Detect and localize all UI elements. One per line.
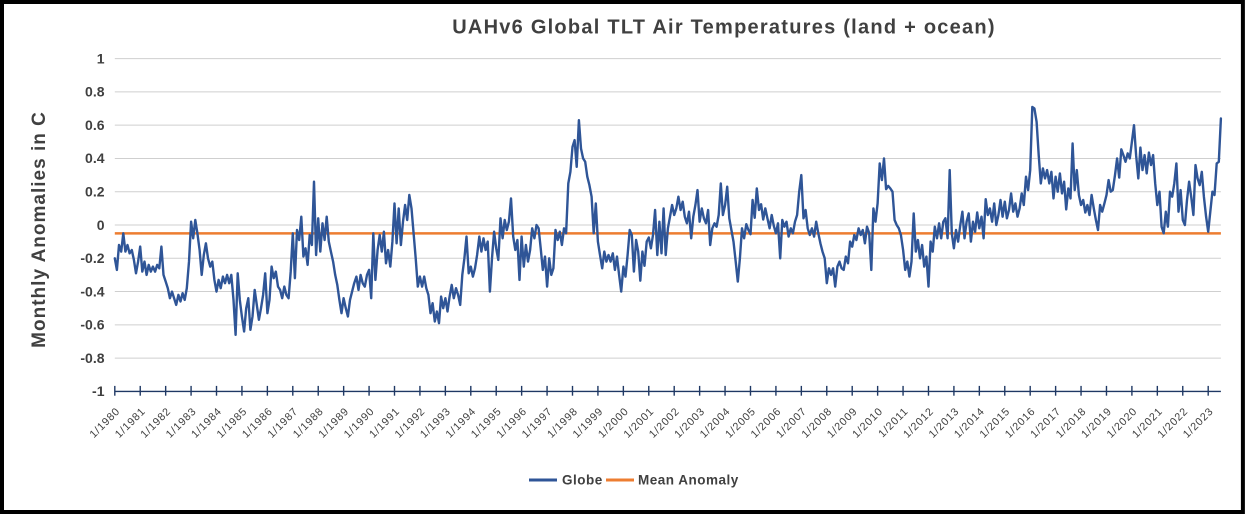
svg-text:0.4: 0.4 bbox=[85, 150, 105, 166]
svg-text:Globe: Globe bbox=[562, 473, 603, 488]
svg-text:1: 1 bbox=[97, 50, 105, 66]
svg-text:UAHv6 Global TLT Air Temperatu: UAHv6 Global TLT Air Temperatures (land … bbox=[452, 17, 996, 39]
svg-text:-0.8: -0.8 bbox=[80, 350, 104, 366]
svg-text:0: 0 bbox=[97, 217, 105, 233]
svg-text:-0.4: -0.4 bbox=[80, 283, 104, 299]
svg-text:-0.2: -0.2 bbox=[80, 250, 104, 266]
svg-text:0.2: 0.2 bbox=[85, 184, 105, 200]
svg-text:-1: -1 bbox=[92, 383, 105, 399]
svg-text:0.6: 0.6 bbox=[85, 117, 105, 133]
svg-text:-0.6: -0.6 bbox=[80, 317, 104, 333]
svg-text:0.8: 0.8 bbox=[85, 84, 105, 100]
svg-text:Mean Anomaly: Mean Anomaly bbox=[638, 473, 739, 488]
svg-text:Monthly Anomalies in C: Monthly Anomalies in C bbox=[29, 111, 50, 348]
